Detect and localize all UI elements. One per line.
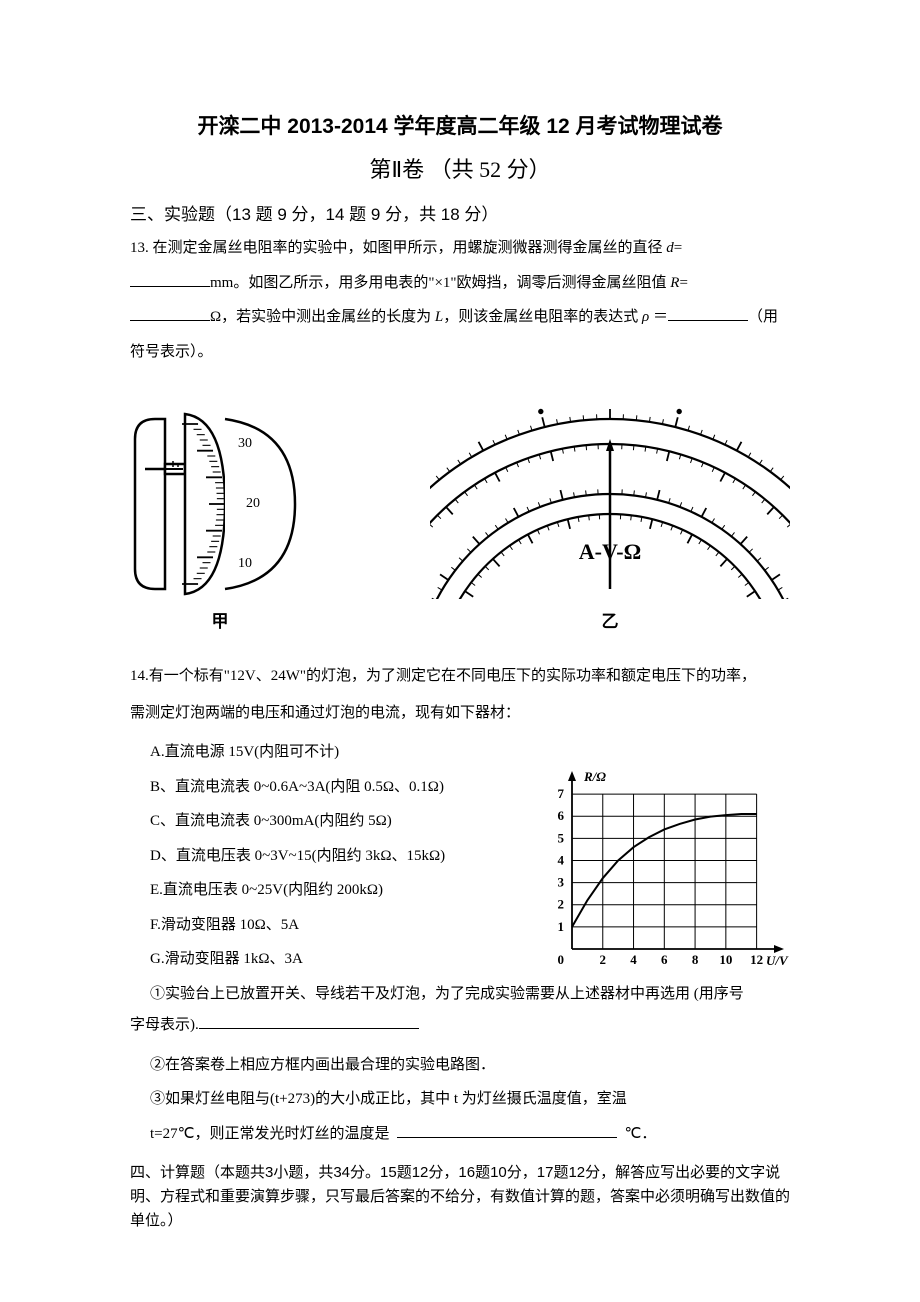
svg-text:1: 1 <box>558 919 565 934</box>
ohmmeter-diagram: A-V-Ω 乙 <box>430 389 790 632</box>
q13-line1a: 13. 在测定金属丝电阻率的实验中，如图甲所示，用螺旋测微器测得金属丝的直径 <box>130 240 666 256</box>
opt-C: C、直流电流表 0~300mA(内阻约 5Ω) <box>150 804 520 839</box>
blank-d <box>130 272 210 287</box>
sub3-b: t=27℃，则正常发光时灯丝的温度是 <box>150 1126 389 1142</box>
micrometer-label: 甲 <box>130 607 310 632</box>
var-d: d <box>666 240 674 256</box>
q14-options: A.直流电源 15V(内阻可不计) B、直流电流表 0~0.6A~3A(内阻 0… <box>130 735 520 977</box>
svg-text:8: 8 <box>692 952 699 967</box>
var-L: L <box>435 309 443 325</box>
q14-sub2: ②在答案卷上相应方框内画出最合理的实验电路图． <box>150 1048 790 1083</box>
micrometer-diagram: 30 20 10 甲 <box>130 409 310 632</box>
blank-sub3 <box>397 1123 617 1138</box>
q14-body: A.直流电源 15V(内阻可不计) B、直流电流表 0~0.6A~3A(内阻 0… <box>130 735 790 977</box>
opt-D: D、直流电压表 0~3V~15(内阻约 3kΩ、15kΩ) <box>150 839 520 874</box>
svg-text:U/V: U/V <box>766 953 789 968</box>
q14-sub1: ①实验台上已放置开关、导线若干及灯泡，为了完成实验需要从上述器材中再选用 (用序… <box>150 977 790 1012</box>
svg-text:7: 7 <box>558 786 565 801</box>
page-subtitle: 第Ⅱ卷 （共 52 分） <box>130 152 790 184</box>
q13-eq2: = <box>679 275 687 291</box>
q14-sub1b-row: 字母表示). <box>130 1011 790 1040</box>
opt-A: A.直流电源 15V(内阻可不计) <box>150 735 520 770</box>
q13-eq3: ＝ <box>649 309 668 325</box>
opt-F: F.滑动变阻器 10Ω、5A <box>150 908 520 943</box>
chart-svg: 2468101212345670R/ΩU/V <box>540 765 790 975</box>
svg-text:3: 3 <box>558 875 565 890</box>
q14-sub3a: ③如果灯丝电阻与(t+273)的大小成正比，其中 t 为灯丝摄氏温度值，室温 <box>150 1082 790 1117</box>
page-title: 开滦二中 2013-2014 学年度高二年级 12 月考试物理试卷 <box>130 110 790 140</box>
chart-container: 2468101212345670R/ΩU/V <box>540 765 790 975</box>
svg-text:4: 4 <box>558 852 565 867</box>
sub1-b: 字母表示). <box>130 1017 199 1033</box>
section4-header: 四、计算题（本题共3小题，共34分。15题12分，16题10分，17题12分，解… <box>130 1161 790 1233</box>
q13-line3a: Ω，若实验中测出金属丝的长度为 <box>210 309 435 325</box>
opt-E: E.直流电压表 0~25V(内阻约 200kΩ) <box>150 873 520 908</box>
opt-G: G.滑动变阻器 1kΩ、3A <box>150 942 520 977</box>
blank-R <box>130 306 210 321</box>
q13-eq1: = <box>674 240 682 256</box>
q13-line2a: mm。如图乙所示，用多用电表的"×1"欧姆挡，调零后测得金属丝阻值 <box>210 275 670 291</box>
opt-B: B、直流电流表 0~0.6A~3A(内阻 0.5Ω、0.1Ω) <box>150 770 520 805</box>
section3-header: 三、实验题（13 题 9 分，14 题 9 分，共 18 分） <box>130 200 790 225</box>
svg-text:R/Ω: R/Ω <box>583 769 606 784</box>
svg-text:4: 4 <box>630 952 637 967</box>
q14-intro-b: 需测定灯泡两端的电压和通过灯泡的电流，现有如下器材： <box>130 699 790 728</box>
blank-sub1 <box>199 1014 419 1029</box>
ohmmeter-label: 乙 <box>430 607 790 632</box>
ohmmeter-svg: A-V-Ω <box>430 389 790 599</box>
svg-text:6: 6 <box>661 952 668 967</box>
micrometer-svg: 30 20 10 <box>130 409 310 599</box>
tick-30: 30 <box>238 436 252 451</box>
blank-rho <box>668 306 748 321</box>
q14-sub3b-row: t=27℃，则正常发光时灯丝的温度是 ℃． <box>150 1117 790 1152</box>
tick-20: 20 <box>246 496 260 511</box>
q13-line3b: ，则该金属丝电阻率的表达式 <box>443 309 642 325</box>
svg-text:10: 10 <box>719 952 732 967</box>
q14-intro-a: 14.有一个标有"12V、24W"的灯泡，为了测定它在不同电压下的实际功率和额定… <box>130 662 790 691</box>
svg-text:0: 0 <box>558 952 565 967</box>
svg-text:2: 2 <box>558 897 565 912</box>
sub3-c: ℃． <box>624 1126 656 1142</box>
q13-line4: 符号表示）。 <box>130 344 213 360</box>
svg-text:12: 12 <box>750 952 763 967</box>
q13-text: 13. 在测定金属丝电阻率的实验中，如图甲所示，用螺旋测微器测得金属丝的直径 d… <box>130 231 790 369</box>
tick-10: 10 <box>238 556 252 571</box>
sub1-a: ①实验台上已放置开关、导线若干及灯泡，为了完成实验需要从上述器材中再选用 (用序… <box>150 986 744 1002</box>
q13-line3d: （用 <box>748 309 778 325</box>
ohmmeter-text: A-V-Ω <box>579 539 641 564</box>
svg-text:2: 2 <box>600 952 607 967</box>
diagram-row: 30 20 10 甲 A-V-Ω 乙 <box>130 389 790 632</box>
svg-text:6: 6 <box>558 808 565 823</box>
svg-text:5: 5 <box>558 830 565 845</box>
